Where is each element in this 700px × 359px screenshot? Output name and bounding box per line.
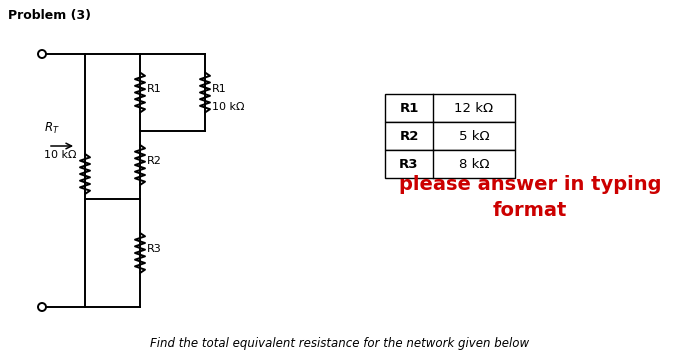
Text: R3: R3 bbox=[147, 244, 162, 254]
Text: R2: R2 bbox=[399, 130, 419, 143]
Text: $R_T$: $R_T$ bbox=[44, 121, 60, 136]
Text: please answer in typing: please answer in typing bbox=[399, 174, 662, 194]
Text: R1: R1 bbox=[212, 84, 227, 93]
Text: R1: R1 bbox=[399, 102, 419, 115]
Text: 10 kΩ: 10 kΩ bbox=[212, 102, 244, 112]
Text: format: format bbox=[493, 201, 567, 220]
Text: R1: R1 bbox=[147, 84, 162, 93]
Text: 10 kΩ: 10 kΩ bbox=[44, 150, 76, 160]
Text: Find the total equivalent resistance for the network given below: Find the total equivalent resistance for… bbox=[150, 336, 530, 350]
FancyBboxPatch shape bbox=[385, 150, 515, 178]
Text: 5 kΩ: 5 kΩ bbox=[458, 130, 489, 143]
Circle shape bbox=[38, 50, 46, 58]
Circle shape bbox=[38, 303, 46, 311]
Text: 12 kΩ: 12 kΩ bbox=[454, 102, 494, 115]
FancyBboxPatch shape bbox=[385, 94, 515, 122]
Text: R2: R2 bbox=[147, 156, 162, 166]
FancyBboxPatch shape bbox=[385, 122, 515, 150]
Text: 8 kΩ: 8 kΩ bbox=[458, 158, 489, 171]
Text: R3: R3 bbox=[399, 158, 419, 171]
Text: Problem (3): Problem (3) bbox=[8, 9, 91, 22]
